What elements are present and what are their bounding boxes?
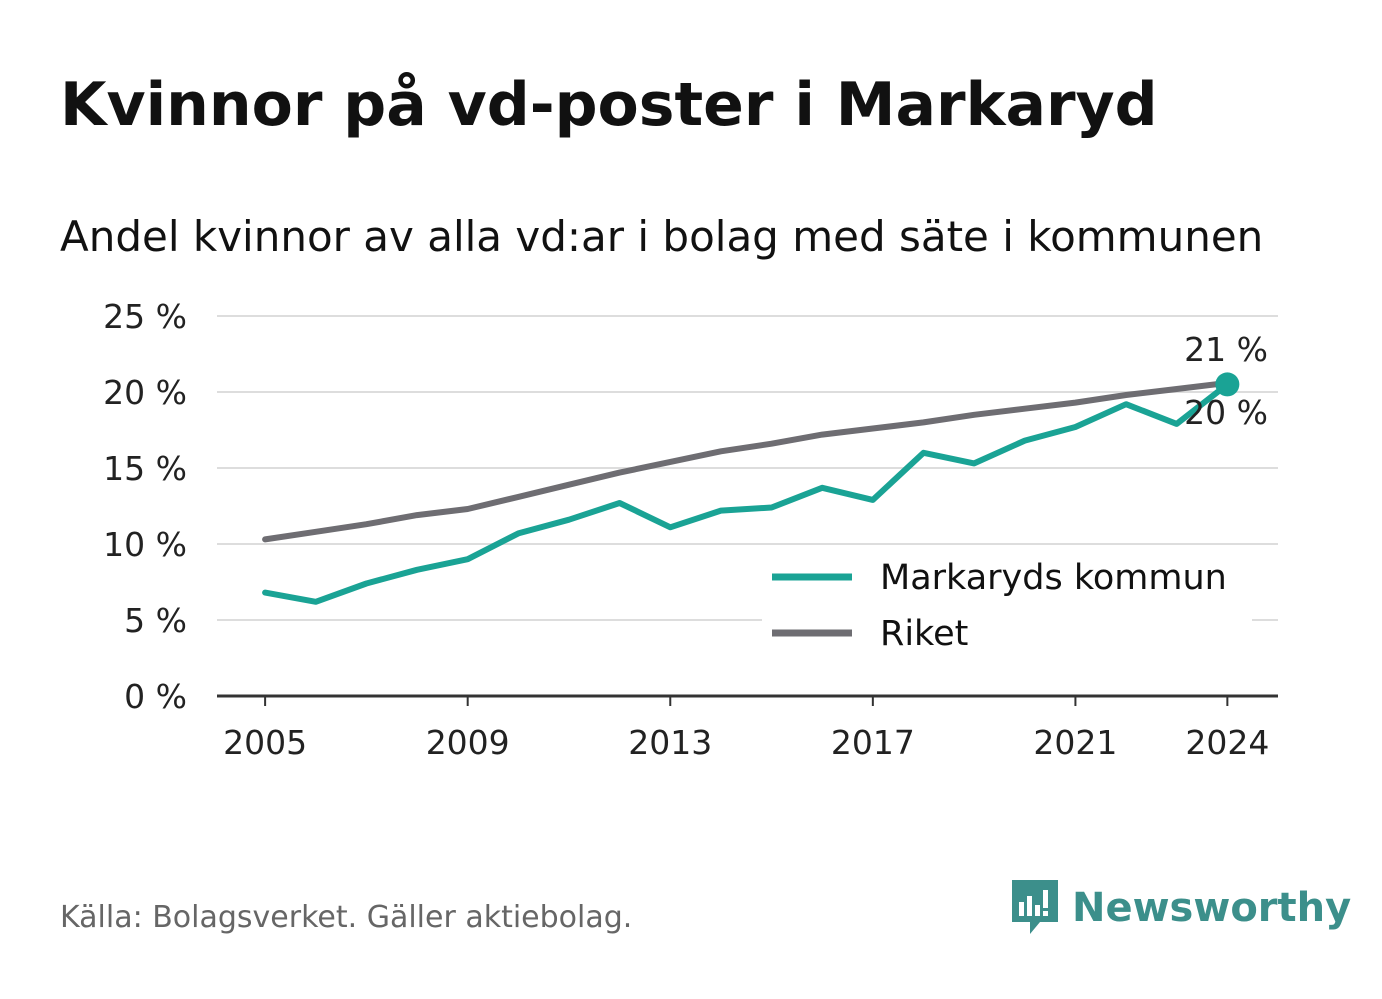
x-tick-label: 2017 [831,723,915,762]
legend-item-riket-label: Riket [880,614,968,654]
y-tick-label: 15 % [103,449,187,488]
series-lines [262,372,1240,605]
source-note: Källa: Bolagsverket. Gäller aktiebolag. [60,900,633,935]
end-labels: 21 % 20 % [1184,330,1268,432]
grid-lines [217,315,1278,621]
y-tick-label: 20 % [103,373,187,412]
y-tick-label: 25 % [103,297,187,336]
page-title: Kvinnor på vd-poster i Markaryd [60,70,1158,140]
y-tick-label: 10 % [103,525,187,564]
x-axis-ticks: 2005 2009 2013 2017 2021 2024 [223,696,1269,762]
end-label-markaryd: 20 % [1184,393,1268,432]
x-tick-label: 2024 [1185,723,1269,762]
brand-logo: Newsworthy [1010,878,1351,938]
x-tick-label: 2013 [628,723,712,762]
legend: Markaryds kommun Riket [772,558,1227,654]
legend-box [762,545,1252,663]
x-tick-label: 2009 [426,723,510,762]
series-line-markaryd [262,381,1231,605]
series-line-riket [262,379,1231,543]
end-label-riket: 21 % [1184,330,1268,369]
brand-name: Newsworthy [1072,885,1352,931]
y-tick-label: 5 % [124,601,187,640]
x-tick-label: 2005 [223,723,307,762]
legend-item-markaryd-label: Markaryds kommun [880,558,1227,598]
chart-subtitle: Andel kvinnor av alla vd:ar i bolag med … [60,212,1264,261]
y-tick-label: 0 % [124,677,187,716]
x-tick-label: 2021 [1033,723,1117,762]
end-point-marker [1215,372,1240,397]
newsworthy-logo-icon [1012,880,1058,934]
y-axis-ticks: 0 % 5 % 10 % 15 % 20 % 25 % [103,297,187,716]
